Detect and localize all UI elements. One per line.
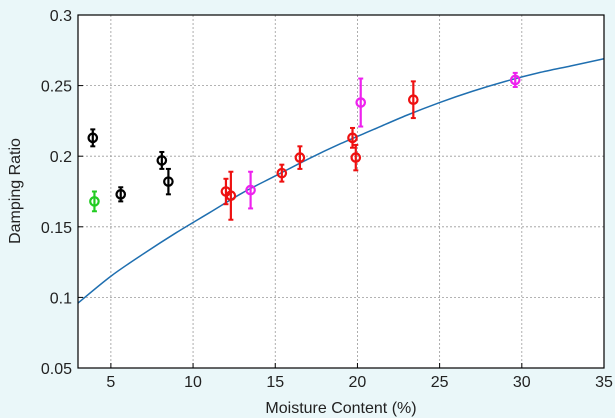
y-tick-label: 0.3	[50, 8, 72, 25]
y-tick-label: 0.15	[41, 220, 72, 237]
data-point	[355, 77, 367, 128]
data-point	[509, 71, 521, 89]
x-axis-ticks: 5 10 15 20 25 30 35	[106, 363, 613, 391]
data-point	[89, 190, 100, 213]
x-axis-label: Moisture Content (%)	[265, 400, 416, 417]
plot-background	[78, 15, 604, 368]
point-marker	[408, 94, 419, 106]
data-point	[350, 143, 362, 172]
x-tick-label: 30	[513, 374, 531, 391]
x-tick-label: 35	[595, 374, 613, 391]
point-marker	[225, 190, 237, 202]
x-tick-label: 15	[266, 374, 284, 391]
point-marker	[89, 196, 100, 207]
y-tick-label: 0.05	[41, 361, 72, 378]
data-point	[347, 126, 358, 149]
point-marker	[509, 74, 521, 86]
data-point	[156, 150, 168, 170]
plot-frame	[77, 14, 605, 369]
x-tick-label: 5	[106, 374, 115, 391]
point-marker	[87, 132, 99, 144]
point-marker	[355, 97, 367, 108]
data-point	[115, 186, 127, 203]
x-tick-label: 10	[184, 374, 202, 391]
point-marker	[163, 176, 174, 187]
y-tick-label: 0.1	[50, 290, 72, 307]
point-marker	[294, 152, 306, 163]
point-marker	[245, 184, 256, 196]
grid-lines	[78, 15, 604, 368]
y-axis-label: Damping Ratio	[7, 138, 24, 244]
y-axis-ticks: 0.05 0.1 0.15 0.2 0.25 0.3	[41, 8, 83, 378]
point-marker	[347, 132, 358, 144]
point-marker	[156, 155, 168, 166]
data-points-layer	[87, 71, 521, 221]
point-marker	[115, 189, 127, 200]
data-point	[225, 170, 237, 221]
data-point	[294, 145, 306, 170]
y-tick-label: 0.2	[50, 149, 72, 166]
point-marker	[350, 152, 362, 163]
x-tick-label: 25	[431, 374, 449, 391]
x-tick-label: 20	[349, 374, 367, 391]
data-point	[276, 163, 288, 183]
data-point	[408, 80, 419, 120]
point-marker	[276, 167, 288, 179]
data-point	[87, 128, 99, 148]
y-tick-label: 0.25	[41, 79, 72, 96]
data-point	[245, 170, 256, 210]
data-point	[163, 167, 174, 196]
